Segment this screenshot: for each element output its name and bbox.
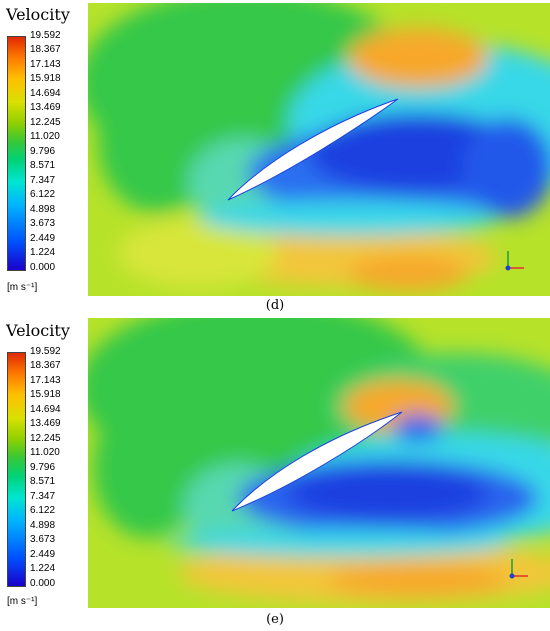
tick-label: 3.673 <box>30 534 56 545</box>
tick-label: 17.143 <box>30 59 61 70</box>
tick-label: 14.694 <box>30 88 61 99</box>
tick-label: 9.796 <box>30 462 56 473</box>
tick-label: 2.449 <box>30 233 56 244</box>
legend-title: Velocity <box>6 5 70 24</box>
colorbar <box>7 352 26 587</box>
tick-label: 3.673 <box>30 218 56 229</box>
tick-label: 6.122 <box>30 505 56 516</box>
tick-label: 15.918 <box>30 389 61 400</box>
unit-label: [m s⁻¹] <box>7 282 38 293</box>
tick-label: 15.918 <box>30 73 61 84</box>
tick-label: 18.367 <box>30 44 61 55</box>
colorbar <box>7 36 26 271</box>
tick-label: 12.245 <box>30 117 61 128</box>
tick-label: 1.224 <box>30 247 56 258</box>
tick-label: 0.000 <box>30 262 56 273</box>
tick-label: 17.143 <box>30 375 61 386</box>
tick-label: 0.000 <box>30 578 56 589</box>
panel-caption: (e) <box>266 612 284 627</box>
tick-label: 11.020 <box>30 447 60 458</box>
tick-label: 11.020 <box>30 131 60 142</box>
tick-label: 14.694 <box>30 404 61 415</box>
axis-triad-icon <box>505 251 524 271</box>
velocity-field <box>88 3 550 296</box>
velocity-field <box>88 318 550 608</box>
flow-contour <box>88 318 550 608</box>
tick-label: 1.224 <box>30 563 56 574</box>
airfoil <box>231 411 403 512</box>
tick-label: 4.898 <box>30 520 56 531</box>
tick-label: 7.347 <box>30 175 56 186</box>
tick-label: 4.898 <box>30 204 56 215</box>
tick-label: 19.592 <box>30 346 61 357</box>
flow-contour <box>88 3 550 296</box>
tick-label: 13.469 <box>30 102 61 113</box>
legend-title: Velocity <box>6 321 70 340</box>
tick-label: 9.796 <box>30 146 56 157</box>
tick-label: 13.469 <box>30 418 61 429</box>
unit-label: [m s⁻¹] <box>7 596 38 607</box>
tick-label: 19.592 <box>30 30 61 41</box>
panel-caption: (d) <box>265 298 285 313</box>
tick-label: 6.122 <box>30 189 56 200</box>
tick-label: 8.571 <box>30 476 56 487</box>
tick-label: 2.449 <box>30 549 56 560</box>
tick-label: 18.367 <box>30 360 61 371</box>
panel-e: Velocity 19.592 18.367 17.143 15.918 14.… <box>0 316 550 631</box>
tick-label: 7.347 <box>30 491 56 502</box>
tick-label: 8.571 <box>30 160 56 171</box>
tick-label: 12.245 <box>30 433 61 444</box>
panel-d: Velocity 19.592 18.367 17.143 15.918 14.… <box>6 3 550 313</box>
airfoil <box>227 98 399 201</box>
axis-triad-icon <box>509 559 528 579</box>
